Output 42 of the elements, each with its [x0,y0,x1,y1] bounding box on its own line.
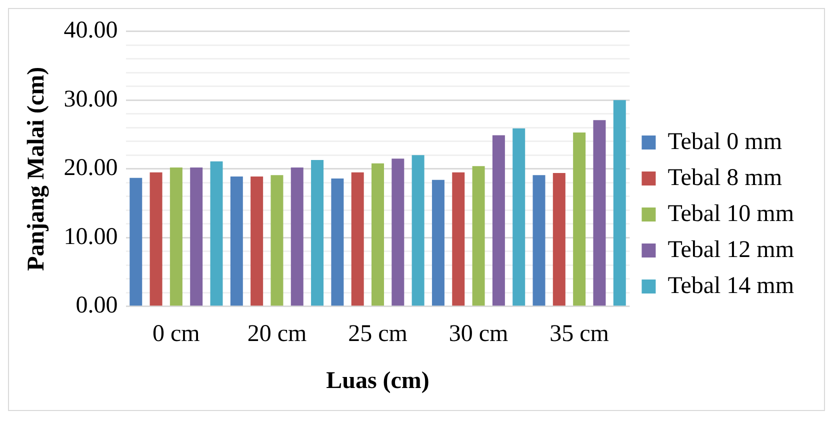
bar [532,175,546,306]
bar [512,128,526,306]
y-axis-title: Panjang Malai (cm) [24,66,50,271]
x-axis-title: Luas (cm) [326,368,430,394]
bar [210,161,223,306]
legend-label: Tebal 14 mm [668,272,794,299]
y-tick-label: 10.00 [64,224,118,250]
bar [290,168,304,306]
legend-label: Tebal 10 mm [668,200,794,227]
bar [472,166,485,306]
y-tick-label: 30.00 [64,86,118,112]
bar [412,155,424,306]
bar [573,132,586,306]
bar [130,178,142,306]
bar [311,160,324,306]
bar [372,163,384,306]
bar [492,135,505,306]
bar [331,178,344,306]
x-tick-label: 25 cm [348,321,408,348]
x-tick-label: 35 cm [550,321,610,348]
bar [432,180,444,306]
legend-label: Tebal 12 mm [668,236,794,263]
legend-label: Tebal 0 mm [668,128,782,155]
x-tick-label: 30 cm [448,321,509,348]
x-tick-label: 0 cm [152,321,200,348]
bar [170,168,182,306]
bar [452,172,465,306]
bar [351,172,364,306]
bar [613,100,626,306]
bar [250,176,264,306]
bar [190,168,203,306]
bar [392,158,404,306]
bar [230,176,243,306]
y-tick-label: 20.00 [64,155,118,182]
y-tick-label: 0.00 [76,292,118,319]
bar [552,173,566,306]
bar [270,175,284,306]
x-tick-label: 20 cm [247,321,307,348]
bar [150,172,162,306]
bar [593,120,606,306]
legend-label: Tebal 8 mm [668,164,782,191]
y-tick-label: 40.00 [64,18,118,44]
